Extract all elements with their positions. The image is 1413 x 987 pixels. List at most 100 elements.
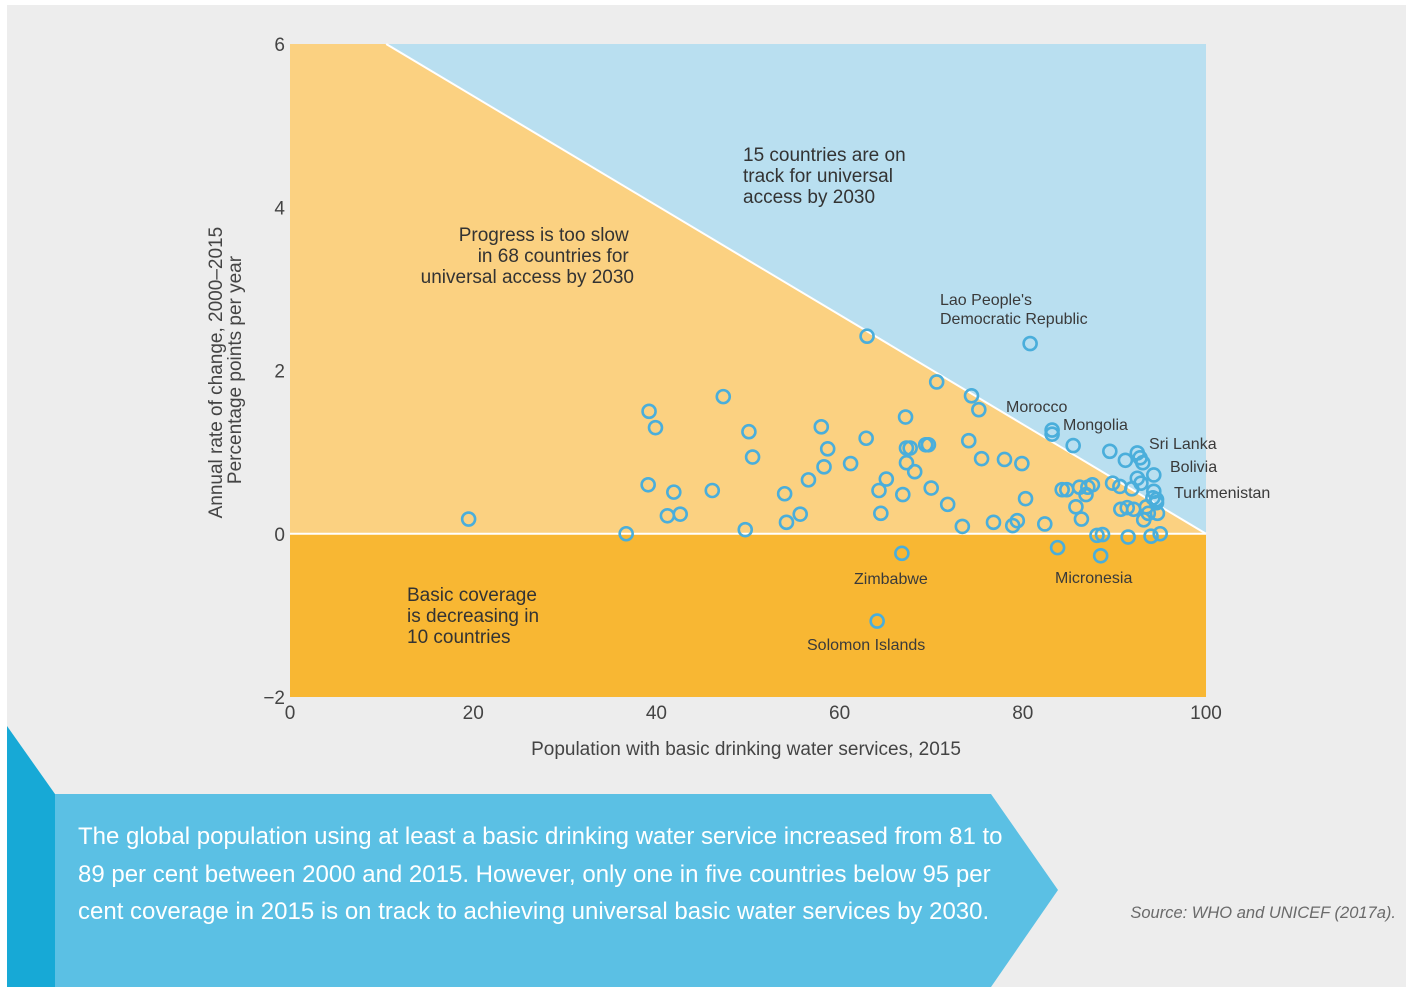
too-slow-annotation-line: universal access by 2030 <box>421 267 634 288</box>
data-point <box>1084 476 1101 493</box>
country-label-line: Morocco <box>1006 399 1067 416</box>
data-point <box>741 423 757 440</box>
data-point <box>1049 539 1066 556</box>
country-label-turkmenistan: Turkmenistan <box>1174 485 1270 502</box>
country-label-micronesia: Micronesia <box>1055 570 1132 587</box>
x-axis-label: Population with basic drinking water ser… <box>531 739 961 760</box>
x-tick-label: 60 <box>829 703 850 724</box>
data-point <box>895 486 911 503</box>
x-tick-label: 0 <box>285 703 296 724</box>
data-point <box>704 482 721 499</box>
data-point <box>776 485 793 502</box>
country-label-line: Turkmenistan <box>1174 485 1270 502</box>
data-point <box>1094 526 1111 543</box>
y-tick-label: −2 <box>263 688 285 709</box>
labeled-data-point <box>1044 422 1060 438</box>
data-point <box>971 401 987 418</box>
y-axis-label-line-2: Percentage points per year <box>225 255 246 484</box>
country-label-mongolia: Mongolia <box>1063 417 1128 434</box>
labeled-data-point <box>1129 445 1146 461</box>
decreasing-annotation-line: is decreasing in <box>407 606 539 627</box>
too-slow-annotation: Progress is too slow in 68 countries for… <box>421 225 634 288</box>
x-tick-label: 20 <box>463 703 484 724</box>
country-label-line: Mongolia <box>1063 417 1128 434</box>
data-point <box>1133 475 1149 491</box>
decreasing-region <box>290 533 1206 697</box>
labeled-data-point <box>1148 491 1165 508</box>
country-label-morocco: Morocco <box>1006 399 1067 416</box>
data-point <box>973 450 990 467</box>
country-label-solomon-islands: Solomon Islands <box>807 637 925 654</box>
country-label-line: Lao People's <box>940 292 1032 309</box>
data-point <box>858 430 874 447</box>
data-point <box>928 374 945 390</box>
data-point <box>906 463 923 480</box>
data-points <box>460 328 1168 629</box>
y-tick-label: 0 <box>274 525 285 546</box>
country-label-line: Bolivia <box>1170 459 1217 476</box>
labeled-data-point <box>1022 335 1038 352</box>
callout-text: The global population using at least a b… <box>78 823 1003 925</box>
data-point <box>819 441 836 457</box>
labeled-data-point <box>1065 437 1081 454</box>
on-track-annotation-line: access by 2030 <box>743 187 875 208</box>
data-point <box>1089 527 1105 544</box>
data-point <box>1120 529 1136 545</box>
data-point <box>1117 452 1134 469</box>
too-slow-region <box>290 44 1206 534</box>
on-track-annotation-line: 15 countries are on <box>743 145 906 166</box>
data-point <box>960 432 977 449</box>
data-point <box>1068 499 1084 515</box>
data-point <box>744 449 761 465</box>
x-tick-label: 40 <box>646 703 667 724</box>
too-slow-annotation-line: Progress is too slow <box>459 225 629 246</box>
country-label-line: Sri Lanka <box>1149 436 1217 453</box>
decreasing-annotation-line: 10 countries <box>407 627 511 648</box>
data-point <box>871 482 887 499</box>
data-point <box>902 440 918 456</box>
on-track-annotation-line: track for universal <box>743 166 893 187</box>
labeled-data-point <box>1092 547 1109 564</box>
country-label-bolivia: Bolivia <box>1170 459 1217 476</box>
x-tick-label: 80 <box>1012 703 1033 724</box>
labeled-data-point <box>1145 467 1162 483</box>
data-point <box>1036 516 1053 532</box>
data-point <box>1143 528 1159 544</box>
data-point <box>816 459 832 475</box>
data-point <box>1104 475 1121 491</box>
y-tick-label: 2 <box>274 362 285 383</box>
data-point <box>897 409 914 425</box>
data-point <box>792 506 809 522</box>
data-point <box>715 388 732 405</box>
data-point <box>996 451 1013 468</box>
data-point <box>1009 512 1026 529</box>
data-point <box>859 328 875 345</box>
country-label-line: Democratic Republic <box>940 311 1088 328</box>
data-point <box>954 518 971 535</box>
labeled-data-point <box>894 545 910 562</box>
data-point <box>985 514 1002 531</box>
data-point <box>813 419 830 435</box>
data-point <box>842 455 859 472</box>
data-point <box>618 525 634 542</box>
data-point <box>1152 525 1168 542</box>
callout-arrow-box <box>55 794 1058 987</box>
data-point <box>666 484 682 500</box>
data-point <box>1014 455 1030 472</box>
data-point <box>878 471 895 487</box>
country-label-line: Solomon Islands <box>807 637 925 654</box>
data-point <box>1119 499 1136 516</box>
country-label-zimbabwe: Zimbabwe <box>854 571 928 588</box>
data-point <box>898 454 915 471</box>
x-tick-label: 100 <box>1190 703 1222 724</box>
data-point <box>1140 505 1157 522</box>
y-axis-ticks: 6 4 2 0 −2 <box>263 35 285 709</box>
on-track-annotation: 15 countries are on track for universal … <box>743 145 911 208</box>
data-point <box>923 480 940 496</box>
data-point <box>647 419 664 436</box>
data-point <box>939 496 956 513</box>
too-slow-annotation-line: in 68 countries for <box>478 246 630 267</box>
data-point <box>737 521 754 538</box>
data-point <box>1054 481 1070 498</box>
